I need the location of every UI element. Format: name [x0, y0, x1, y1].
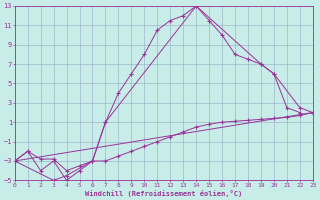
X-axis label: Windchill (Refroidissement éolien,°C): Windchill (Refroidissement éolien,°C) — [85, 190, 242, 197]
